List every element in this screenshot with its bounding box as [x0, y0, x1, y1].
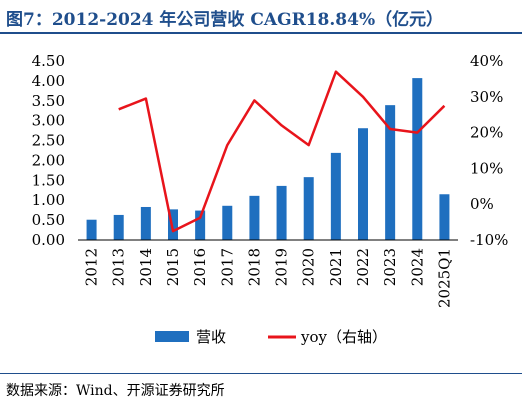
plot-group: [78, 70, 458, 241]
title-divider: [0, 32, 522, 34]
x-tick-label: 2022: [354, 248, 372, 286]
right-tick-label: 40%: [470, 52, 503, 70]
legend-bar-label: 营收: [196, 328, 226, 346]
bar-2023: [385, 105, 396, 240]
left-tick-label: 1.50: [32, 171, 65, 189]
chart-area: 0.00 0.50 1.00 1.50 2.002.50 3.00 3.50 4.00 4.50…: [32, 52, 509, 346]
x-tick-label: 2019: [273, 248, 291, 286]
source-note: 数据来源：Wind、开源证券研究所: [6, 383, 225, 399]
bar-2025Q1: [439, 194, 450, 240]
x-tick-label: 2025Q1: [435, 248, 453, 308]
footer-divider: [0, 373, 522, 374]
chart-title: 图7：2012-2024 年公司营收 CAGR18.84%（亿元）: [6, 10, 444, 30]
x-tick-label: 2012: [83, 248, 101, 286]
left-tick-label: 2.50: [32, 132, 65, 150]
legend-line-label: yoy（右轴）: [300, 328, 387, 346]
bar-2024: [412, 78, 423, 240]
left-tick-label: 0.50: [32, 211, 65, 229]
x-tick-label: 2021: [327, 248, 345, 286]
legend: 营收 yoy（右轴）: [155, 328, 387, 346]
bar-2022: [358, 128, 368, 240]
bar-2018: [249, 195, 260, 240]
bar-2013: [113, 214, 124, 240]
left-tick-label: 4.00: [32, 72, 65, 90]
bar-2019: [276, 185, 287, 240]
x-tick-label: 2018: [245, 248, 263, 286]
left-tick-label: 3.50: [32, 92, 65, 110]
x-tick-label: 2017: [218, 248, 236, 286]
right-tick-label: 0%: [470, 195, 494, 213]
x-tick-label: 2024: [408, 248, 426, 286]
bar-2014: [140, 206, 151, 240]
right-tick-label: 20%: [470, 124, 503, 142]
x-tick-label: 2020: [300, 248, 318, 286]
right-tick-label: 30%: [470, 88, 503, 106]
x-tick-label: 2013: [110, 248, 128, 286]
x-tick-label: 2015: [164, 248, 182, 286]
bar-2021: [330, 152, 341, 240]
legend-bar-swatch: [155, 331, 189, 342]
x-axis: 2012 2013 2014 2015 2016 2017 2018 2019 2020 2021…: [83, 248, 454, 308]
left-tick-label: 1.00: [32, 191, 65, 209]
right-tick-label: -10%: [470, 231, 508, 249]
x-tick-label: 2016: [191, 248, 209, 286]
bar-2012: [86, 219, 97, 240]
right-axis: -10% 0% 10% 20% 30% 40%: [470, 52, 508, 249]
bar-2016: [195, 210, 206, 240]
left-tick-label: 0.00: [32, 231, 65, 249]
x-tick-label: 2014: [137, 248, 155, 286]
left-axis: 0.00 0.50 1.00 1.50 2.002.50 3.00 3.50 4.00 4.50: [32, 52, 65, 249]
right-tick-label: 10%: [470, 159, 503, 177]
bar-2015: [168, 209, 178, 240]
bar-2020: [303, 177, 314, 240]
left-tick-label: 4.50: [32, 52, 65, 70]
x-tick-label: 2023: [381, 248, 399, 286]
left-tick-label: 3.00: [32, 112, 65, 130]
left-tick-label: 2.00: [32, 151, 65, 169]
bar-2017: [222, 205, 233, 240]
